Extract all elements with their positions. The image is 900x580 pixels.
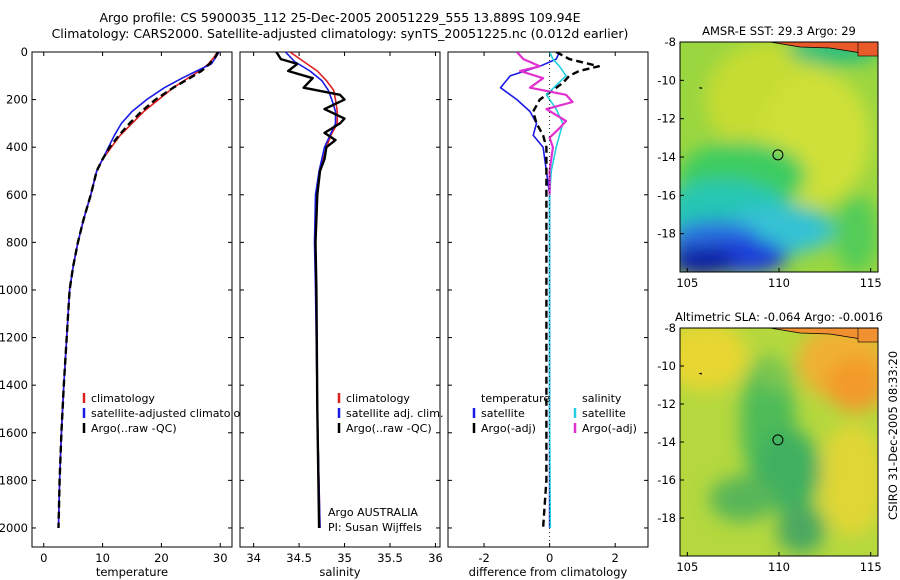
y-tick-label: -8 xyxy=(665,321,676,335)
x-tick-label: 34.5 xyxy=(286,551,312,565)
x-tick-label: -2 xyxy=(478,551,489,565)
y-tick-label: 1200 xyxy=(0,331,28,345)
y-tick-label: 1600 xyxy=(0,426,28,440)
x-tick-label: 115 xyxy=(860,560,882,574)
legend-label: Argo(-adj) xyxy=(582,422,637,435)
y-tick-label: -8 xyxy=(665,35,676,49)
map-blob xyxy=(777,504,825,555)
map-title: Altimetric SLA: -0.064 Argo: -0.0016 xyxy=(675,310,883,324)
x-tick-label: 35.5 xyxy=(377,551,403,565)
temperature-panel: 0 10 20 30 0 200 400 600 800 1000 1200 1400 1600 1800… xyxy=(0,45,254,579)
coastline xyxy=(769,42,878,57)
y-tick-label: 200 xyxy=(6,93,28,107)
x-tick-label: 36 xyxy=(428,551,443,565)
coastline xyxy=(769,328,878,343)
x-axis-label: temperature xyxy=(96,565,168,579)
map-blob xyxy=(680,245,735,272)
y-tick-label: 800 xyxy=(6,235,28,249)
map-field xyxy=(680,42,878,272)
series-line-temp-argo xyxy=(532,52,600,529)
y-tick-label: -16 xyxy=(657,473,676,487)
salinity-panel: 34 34.5 35 35.5 36 salinity climatology satelli… xyxy=(239,51,443,579)
map-blobs xyxy=(680,42,878,272)
y-tick-label: 1000 xyxy=(0,283,28,297)
sla-map-panel: 105 110 115 -8 -10 -12 -14 -16 -18 Altimetric SLA… xyxy=(657,310,883,574)
page-title: Argo profile: CS 5900035_112 25-Dec-2005… xyxy=(0,10,680,42)
axes-frame xyxy=(447,51,649,548)
x-tick-label: 115 xyxy=(860,276,882,290)
legend-label: climatology xyxy=(346,392,410,405)
argo-position-marker xyxy=(772,149,784,161)
y-tick-label: -16 xyxy=(657,188,676,202)
y-tick-label: 1400 xyxy=(0,378,28,392)
y-tick-label: -12 xyxy=(657,397,676,411)
annotation-text: Argo AUSTRALIA xyxy=(328,506,418,519)
map-blob xyxy=(819,423,878,537)
y-tick-label: 2000 xyxy=(0,521,28,535)
legend-label: satellite xyxy=(582,407,626,420)
y-tick-label: -10 xyxy=(657,359,676,373)
x-tick-label: 105 xyxy=(676,276,698,290)
y-tick-label: -18 xyxy=(657,511,676,525)
y-tick-label: -10 xyxy=(657,73,676,87)
x-tick-label: 105 xyxy=(676,560,698,574)
x-tick-label: 30 xyxy=(213,551,228,565)
y-tick-label: -14 xyxy=(657,150,676,164)
x-tick-label: 0 xyxy=(40,551,47,565)
series-line-argo xyxy=(57,52,219,529)
y-tick-label: -18 xyxy=(657,227,676,241)
legend-label: satellite-adjusted climatology xyxy=(91,407,254,420)
x-tick-label: 34 xyxy=(246,551,261,565)
land-patch xyxy=(857,328,878,343)
title-line-1: Argo profile: CS 5900035_112 25-Dec-2005… xyxy=(99,10,581,25)
y-tick-label: 600 xyxy=(6,188,28,202)
map-blob xyxy=(834,195,878,272)
legend-heading: temperature xyxy=(481,392,550,405)
x-tick-label: 20 xyxy=(154,551,169,565)
argo-position-marker xyxy=(772,434,784,446)
map-blob xyxy=(757,360,794,391)
y-tick-label: -12 xyxy=(657,112,676,126)
axes-frame xyxy=(239,51,441,548)
map-blobs xyxy=(680,328,878,555)
x-axis-label: salinity xyxy=(319,565,360,579)
y-tick-label: 0 xyxy=(21,45,28,59)
y-tick-label: -14 xyxy=(657,435,676,449)
map-title: AMSR-E SST: 29.3 Argo: 29 xyxy=(702,24,856,38)
x-tick-label: 110 xyxy=(768,560,790,574)
series-line-argo xyxy=(275,52,346,529)
y-tick-label: 1800 xyxy=(0,473,28,487)
axes-frame xyxy=(31,51,233,548)
x-tick-label: 0 xyxy=(546,551,553,565)
legend-label: climatology xyxy=(91,392,155,405)
annotation-text: PI: Susan Wijffels xyxy=(328,521,422,534)
y-tick-label: 400 xyxy=(6,140,28,154)
x-tick-label: 2 xyxy=(612,551,619,565)
legend-label: satellite adj. clim. xyxy=(346,407,443,420)
legend-label: Argo(-adj) xyxy=(481,422,536,435)
x-tick-label: 110 xyxy=(768,276,790,290)
map-blob xyxy=(709,476,776,522)
island-mark xyxy=(698,372,703,375)
map-field xyxy=(680,328,878,556)
legend-label: satellite xyxy=(481,407,525,420)
map-blob xyxy=(826,358,878,412)
series-line-sal-argo xyxy=(516,52,574,195)
title-line-2: Climatology: CARS2000. Satellite-adjuste… xyxy=(51,26,629,41)
x-axis-label: difference from climatology xyxy=(469,565,628,579)
land-patch xyxy=(857,42,878,57)
sst-map-panel: 105 110 115 -8 -10 -12 -14 -16 -18 AMSR-E SST: 29… xyxy=(657,24,881,290)
island-mark xyxy=(698,87,703,89)
x-tick-label: 35 xyxy=(337,551,352,565)
legend-label: Argo(..raw -QC) xyxy=(91,422,177,435)
x-tick-label: 10 xyxy=(95,551,110,565)
map-blob xyxy=(680,328,748,391)
legend-heading: salinity xyxy=(582,392,622,405)
legend-label: Argo(..raw -QC) xyxy=(346,422,432,435)
